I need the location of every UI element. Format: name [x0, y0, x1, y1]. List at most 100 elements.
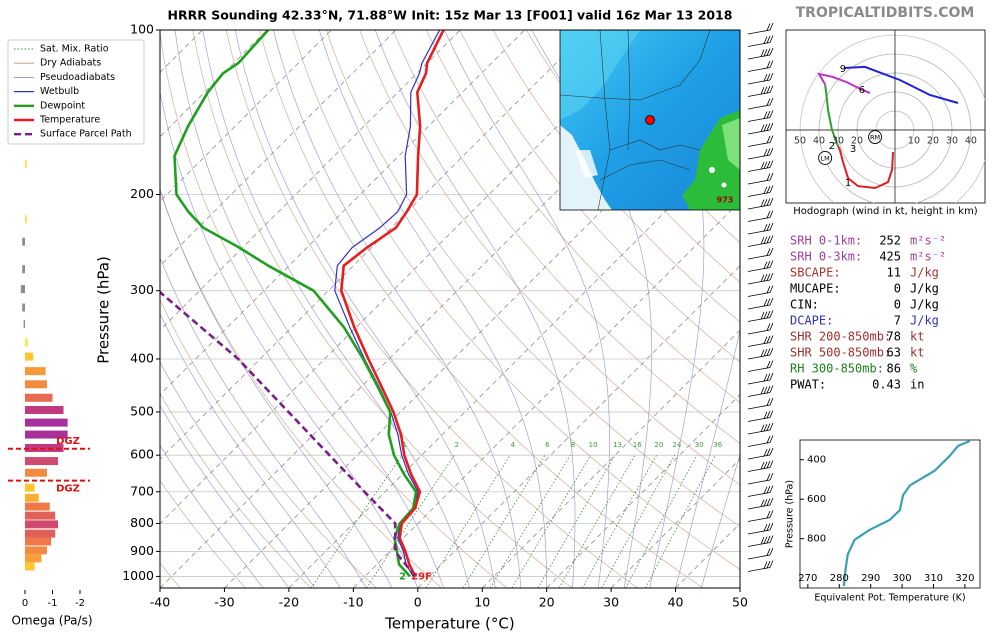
- dry-adiabat: [160, 30, 508, 588]
- omega-bar: [25, 537, 52, 546]
- barb-flag: [769, 335, 774, 343]
- param-value: 425: [879, 250, 901, 264]
- pseudoadiabat: [234, 30, 496, 588]
- param-label: PWAT:: [790, 378, 826, 392]
- barb-flag: [763, 386, 768, 394]
- dry-adiabat: [325, 30, 740, 528]
- barb-flag: [769, 222, 774, 231]
- barb-flag: [769, 197, 774, 206]
- y-tick-label: 600: [807, 494, 826, 505]
- isotherm: [160, 30, 590, 460]
- dry-adiabat: [392, 30, 740, 444]
- height-label: 9: [840, 64, 846, 75]
- barb-staff: [747, 154, 771, 160]
- pseudoadiabat: [160, 312, 341, 588]
- barb-flag: [763, 86, 768, 94]
- param-value: 7: [894, 314, 901, 328]
- param-label: DCAPE:: [790, 314, 833, 328]
- param-unit: m²s⁻²: [910, 234, 946, 248]
- barb-staff: [747, 29, 771, 35]
- pseudoadiabat: [160, 361, 315, 588]
- pseudoadiabat: [160, 256, 367, 588]
- map-border: [560, 30, 711, 101]
- isotherm: [160, 30, 332, 202]
- skewt-profiles: [160, 30, 445, 578]
- mixing-ratio-label: 10: [589, 441, 598, 449]
- barb-flag: [763, 411, 768, 419]
- barb-flag: [766, 548, 771, 556]
- barb-flag: [769, 410, 774, 418]
- mixing-ratio-line: [601, 455, 675, 588]
- y-tick-label: 1000: [122, 568, 154, 583]
- barb-flag: [769, 560, 774, 568]
- barb-flag: [760, 236, 765, 245]
- x-tick-label: 30: [603, 595, 619, 610]
- barb-flag: [763, 423, 768, 432]
- barb-flag: [769, 522, 774, 531]
- barb-flag: [766, 335, 771, 344]
- x-tick-label: 270: [798, 573, 817, 584]
- mixing-ratio-line: [582, 454, 657, 588]
- barb-flag: [763, 536, 768, 544]
- mixing-ratio-label: 24: [672, 441, 681, 449]
- barb-flag: [769, 285, 774, 293]
- param-unit: J/kg: [910, 298, 939, 312]
- omega-bar: [25, 457, 58, 466]
- param-unit: m²s⁻²: [910, 250, 946, 264]
- param-value: 86: [887, 362, 901, 376]
- omega-bar: [25, 554, 42, 563]
- hodograph-trace: [837, 145, 895, 190]
- hodograph-caption: Hodograph (wind in kt, height in km): [793, 206, 978, 217]
- pseudoadiabat: [160, 90, 419, 588]
- barb-staff: [747, 479, 771, 485]
- barb-flag: [760, 461, 765, 470]
- mixing-ratio-line: [645, 455, 716, 588]
- barb-flag: [760, 274, 765, 282]
- y-tick-label: 200: [130, 186, 154, 201]
- dry-adiabat: [459, 30, 740, 363]
- x-axis-label: Temperature (°C): [384, 615, 514, 633]
- x-axis-label: Omega (Pa/s): [11, 614, 92, 628]
- param-unit: %: [910, 362, 918, 376]
- barb-flag: [769, 260, 774, 268]
- barb-flag: [763, 486, 768, 494]
- map-border: [627, 30, 631, 151]
- legend-label: Dewpoint: [40, 100, 85, 111]
- height-label: 1: [845, 178, 851, 189]
- barb-staff: [747, 242, 771, 247]
- x-tick-label: -1: [48, 598, 58, 609]
- y-tick-label: 800: [807, 534, 826, 545]
- x-tick-label: -20: [279, 595, 299, 610]
- barb-flag: [769, 147, 774, 156]
- barb-flag: [763, 498, 768, 507]
- omega-bar: [25, 393, 53, 402]
- barb-flag: [769, 472, 774, 481]
- x-tick-label: 300: [893, 573, 912, 584]
- omega-bar: [25, 493, 39, 502]
- barb-staff: [747, 292, 771, 297]
- barb-flag: [763, 186, 768, 194]
- omega-bar: [25, 160, 27, 169]
- barb-flag: [763, 373, 768, 382]
- param-label: SHR 500-850mb:: [790, 346, 891, 360]
- barb-staff: [747, 379, 771, 385]
- map-label: 973: [717, 196, 734, 205]
- barb-flag: [763, 223, 768, 232]
- dry-adiabat: [492, 30, 740, 323]
- param-unit: J/kg: [910, 266, 939, 280]
- barb-flag: [766, 235, 771, 244]
- barb-staff: [747, 304, 771, 310]
- omega-bar: [22, 237, 25, 246]
- barb-staff: [747, 267, 771, 272]
- barb-flag: [766, 448, 771, 456]
- x-tick-label: 290: [861, 573, 880, 584]
- barb-staff: [747, 229, 771, 235]
- mixing-ratio-line: [489, 454, 571, 588]
- barb-staff: [747, 204, 771, 210]
- legend-label: Sat. Mix. Ratio: [40, 44, 109, 55]
- hodograph-trace: [824, 84, 839, 147]
- barb-flag: [769, 72, 774, 81]
- barb-flag: [766, 423, 771, 431]
- dry-adiabat: [359, 30, 740, 486]
- x-tick-label: 40: [668, 595, 684, 610]
